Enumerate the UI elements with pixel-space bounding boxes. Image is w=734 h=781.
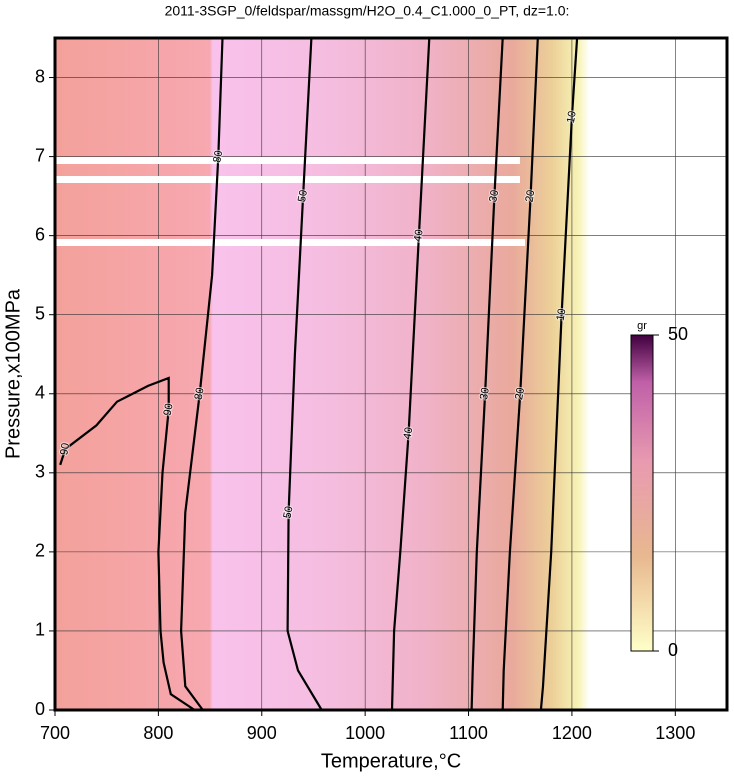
contour-label: 80 bbox=[193, 387, 207, 401]
contour-line bbox=[179, 37, 224, 711]
contour-line bbox=[501, 37, 539, 711]
contour-line bbox=[390, 37, 431, 711]
y-tick-label: 0 bbox=[35, 699, 45, 719]
grid bbox=[54, 38, 727, 711]
x-tick-label: 1000 bbox=[345, 723, 385, 743]
y-tick-label: 1 bbox=[35, 620, 45, 640]
contour-label: 90 bbox=[58, 442, 72, 456]
contour-line bbox=[286, 37, 323, 711]
frame bbox=[53, 36, 729, 712]
contour-label: 80 bbox=[211, 149, 225, 163]
chart-title: 2011-3SGP_0/feldspar/massgm/H2O_0.4_C1.0… bbox=[165, 3, 570, 19]
contour-label: 40 bbox=[402, 426, 416, 440]
field bbox=[55, 38, 727, 710]
y-tick-label: 7 bbox=[35, 145, 45, 165]
contour-label: 10 bbox=[565, 110, 579, 124]
gap bbox=[55, 157, 520, 164]
contour-label: 10 bbox=[555, 308, 569, 322]
contour-label: 90 bbox=[162, 402, 176, 416]
y-axis-label: Pressure,x100MPa bbox=[2, 288, 24, 459]
y-tick-label: 5 bbox=[35, 303, 45, 323]
contour-label: 30 bbox=[478, 387, 492, 401]
x-tick-label: 700 bbox=[40, 723, 70, 743]
x-tick-label: 1200 bbox=[552, 723, 592, 743]
x-tick-label: 1100 bbox=[449, 723, 488, 743]
colorbar-label: gr bbox=[637, 320, 647, 332]
y-tick-label: 2 bbox=[35, 541, 45, 561]
x-tick-label: 900 bbox=[247, 723, 277, 743]
y-tick-label: 3 bbox=[35, 462, 45, 482]
contour-label: 50 bbox=[282, 505, 296, 519]
contour-label: 20 bbox=[524, 189, 538, 203]
contour-label: 50 bbox=[296, 189, 310, 203]
y-tick-label: 8 bbox=[35, 66, 45, 86]
x-tick-label: 1300 bbox=[655, 723, 695, 743]
colorbar-tick-label: 50 bbox=[668, 324, 688, 344]
contour-line bbox=[59, 376, 196, 711]
contour-label: 30 bbox=[487, 189, 501, 203]
colorbar bbox=[630, 334, 654, 652]
gap bbox=[55, 239, 525, 246]
gap bbox=[55, 176, 520, 183]
y-tick-label: 4 bbox=[35, 383, 45, 403]
contour-line bbox=[470, 37, 504, 711]
y-tick-label: 6 bbox=[35, 224, 45, 244]
x-axis-label: Temperature,°C bbox=[321, 750, 461, 772]
contour-label: 40 bbox=[412, 229, 426, 243]
x-tick-label: 800 bbox=[143, 723, 173, 743]
contour-label: 20 bbox=[513, 387, 527, 401]
colorbar-tick-label: 0 bbox=[668, 640, 678, 660]
contour-line bbox=[539, 37, 579, 711]
